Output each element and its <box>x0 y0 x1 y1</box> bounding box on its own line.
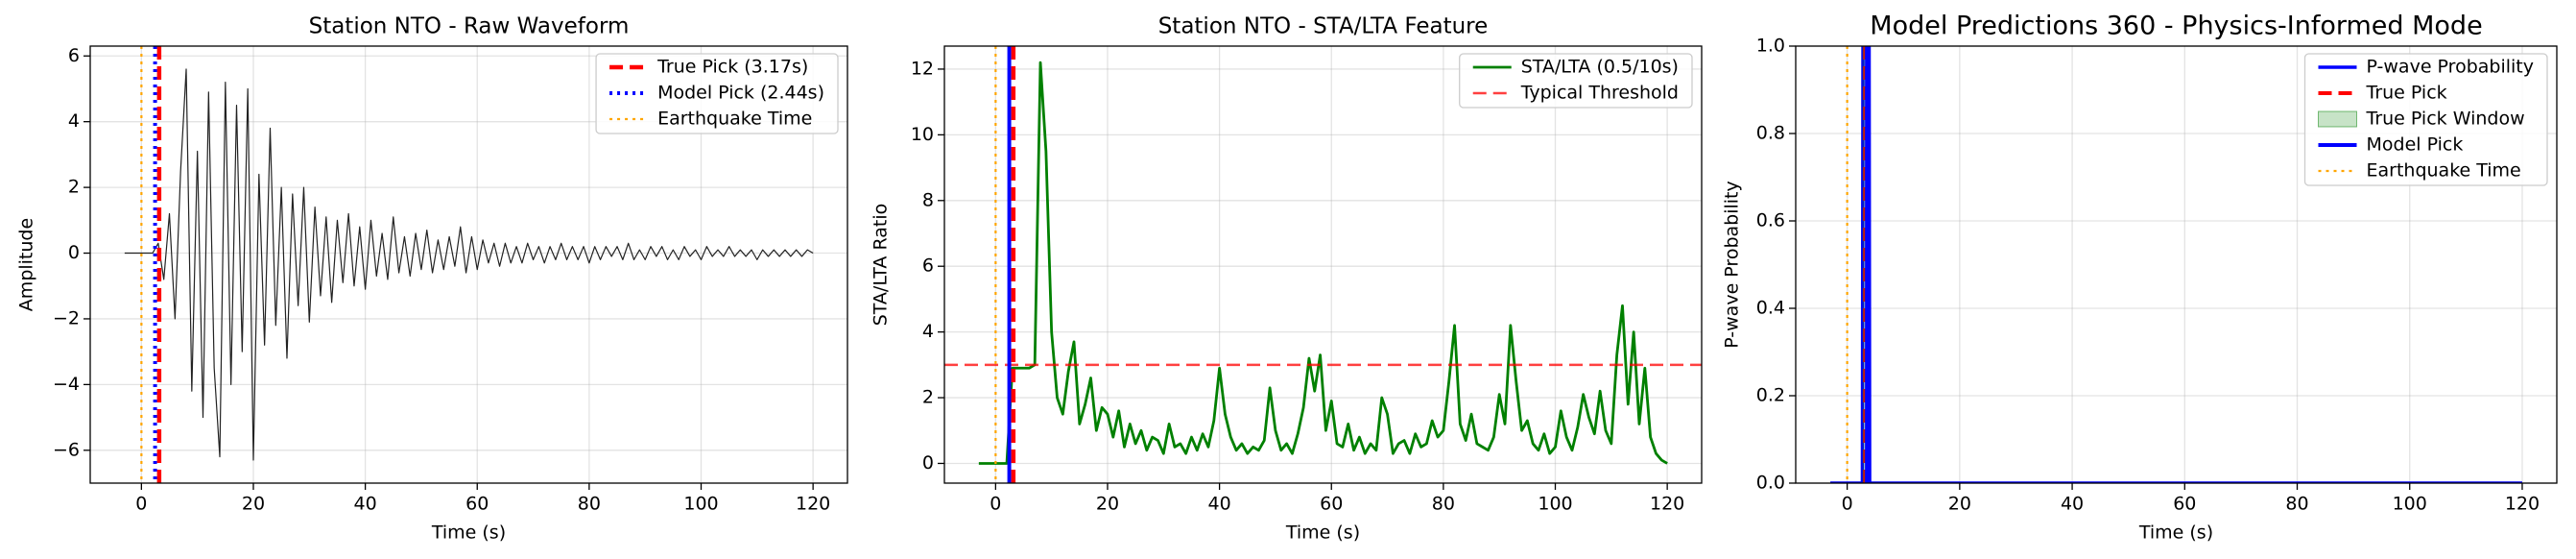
y-tick-label: 6 <box>68 45 80 66</box>
legend-label: Earthquake Time <box>2367 160 2521 182</box>
series-line <box>978 61 1668 465</box>
y-tick-label: 4 <box>922 321 934 342</box>
x-tick-label: 120 <box>796 494 830 515</box>
subplot: 0 20 40 60 80 100 120 0.0 0.2 0.4 0.6 0.8 1.0 Model P… <box>1722 12 2558 544</box>
chart-title: Station NTO - Raw Waveform <box>309 14 630 39</box>
y-tick-label: 12 <box>911 58 934 79</box>
frame <box>1795 45 2558 484</box>
x-tick-label: 20 <box>1948 494 1971 515</box>
legend-label: Typical Threshold <box>1520 83 1679 104</box>
legend-label: Model Pick <box>2367 134 2464 156</box>
legend: True Pick (3.17s) Model Pick (2.44s) Earth… <box>595 53 839 134</box>
legend-box <box>595 53 839 134</box>
x-tick-label: 80 <box>1432 494 1455 515</box>
y-tick-label: 10 <box>911 124 934 145</box>
legend-swatch <box>2318 110 2357 128</box>
legend: P-wave Probability True Pick True Pick Win… <box>2303 53 2548 186</box>
subplot: 0 20 40 60 80 100 120 −6 −4 −2 0 2 4 6 Station NTO - R… <box>16 14 848 544</box>
series-line <box>124 68 814 461</box>
legend-label: P-wave Probability <box>2367 57 2535 78</box>
y-tick-label: −6 <box>53 439 80 460</box>
x-tick-label: 120 <box>2505 494 2540 515</box>
legend: STA/LTA (0.5/10s) Typical Threshold <box>1459 53 1693 109</box>
y-tick-label: 0.6 <box>1756 210 1785 231</box>
legend-box <box>1459 53 1693 109</box>
y-tick-label: 0.0 <box>1756 473 1785 494</box>
x-tick-label: 60 <box>2173 494 2196 515</box>
y-axis-label: STA/LTA Ratio <box>871 204 892 327</box>
x-tick-label: 40 <box>2061 494 2084 515</box>
y-tick-label: −4 <box>53 374 80 395</box>
legend-box <box>2303 53 2548 186</box>
x-axis-label: Time (s) <box>1285 523 1360 544</box>
y-tick-label: −2 <box>53 307 80 328</box>
x-tick-label: 20 <box>242 494 265 515</box>
chart-title: Model Predictions 360 - Physics-Informed… <box>1870 12 2482 41</box>
y-tick-label: 8 <box>922 189 934 210</box>
x-tick-label: 40 <box>1208 494 1231 515</box>
legend-label: True Pick (3.17s) <box>656 57 808 78</box>
y-tick-label: 1.0 <box>1756 36 1785 57</box>
plot-area <box>944 46 1702 483</box>
plot-area <box>124 46 814 483</box>
x-tick-label: 100 <box>2393 494 2427 515</box>
x-tick-label: 100 <box>683 494 718 515</box>
y-tick-label: 0.4 <box>1756 298 1785 319</box>
x-axis-label: Time (s) <box>2138 523 2213 544</box>
frame <box>943 45 1703 484</box>
x-axis-label: Time (s) <box>431 523 506 544</box>
legend-label: True Pick <box>2366 83 2447 104</box>
x-tick-label: 0 <box>1842 494 1853 515</box>
y-tick-label: 0.2 <box>1756 385 1785 406</box>
legend-label: STA/LTA (0.5/10s) <box>1521 57 1679 78</box>
x-tick-label: 20 <box>1096 494 1119 515</box>
x-tick-label: 120 <box>1650 494 1684 515</box>
y-tick-label: 0.8 <box>1756 123 1785 144</box>
subplot: 0 20 40 60 80 100 120 0 2 4 6 8 10 12 Station NTO - ST… <box>871 14 1703 544</box>
legend-label: Earthquake Time <box>657 109 812 130</box>
x-tick-label: 60 <box>1320 494 1343 515</box>
frame <box>89 45 848 484</box>
x-tick-label: 60 <box>465 494 489 515</box>
y-tick-label: 0 <box>922 452 934 474</box>
chart-title: Station NTO - STA/LTA Feature <box>1158 14 1489 39</box>
y-tick-label: 6 <box>922 255 934 277</box>
y-axis-label: P-wave Probability <box>1722 181 1743 349</box>
x-tick-label: 40 <box>354 494 377 515</box>
y-tick-label: 2 <box>922 387 934 408</box>
y-axis-label: Amplitude <box>16 218 37 311</box>
x-tick-label: 0 <box>990 494 1001 515</box>
y-tick-label: 4 <box>68 110 80 132</box>
y-tick-label: 0 <box>68 242 80 263</box>
y-tick-label: 2 <box>68 177 80 198</box>
legend-label: Model Pick (2.44s) <box>657 83 824 104</box>
x-tick-label: 80 <box>2285 494 2308 515</box>
x-tick-label: 80 <box>578 494 601 515</box>
legend-label: True Pick Window <box>2366 109 2525 130</box>
x-tick-label: 0 <box>135 494 147 515</box>
x-tick-label: 100 <box>1538 494 1572 515</box>
plot-area <box>1830 46 2522 483</box>
